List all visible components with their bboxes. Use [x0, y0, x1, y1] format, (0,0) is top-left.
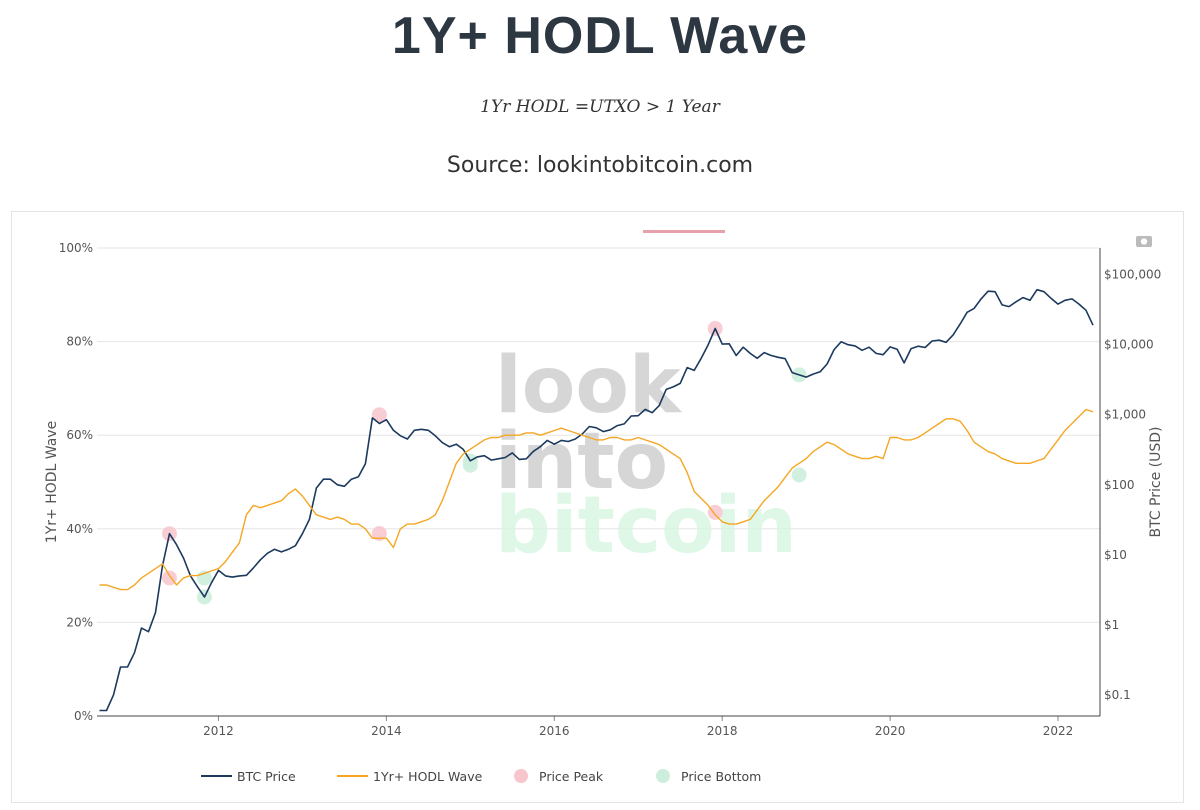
legend-item-label[interactable]: BTC Price — [237, 769, 296, 784]
x-tick-label: 2012 — [203, 724, 234, 738]
legend-item-label[interactable]: Price Peak — [539, 769, 604, 784]
source-caption: Source: lookintobitcoin.com — [446, 153, 754, 178]
legend-item-label[interactable]: Price Bottom — [681, 769, 761, 784]
hodl-wave-line — [99, 408, 1094, 591]
x-tick-label: 2014 — [371, 724, 402, 738]
camera-lens-icon[interactable] — [1140, 238, 1148, 245]
y-right-tick-label: $1 — [1104, 618, 1119, 632]
x-tick-label: 2020 — [875, 724, 906, 738]
legend-item-label[interactable]: 1Yr+ HODL Wave — [373, 769, 483, 784]
watermark-line1: look — [495, 341, 683, 431]
y-right-tick-label: $100,000 — [1104, 268, 1161, 282]
page-title: 1Y+ HODL Wave — [391, 7, 809, 65]
legend-swatch[interactable] — [656, 769, 670, 783]
price-peak-marker — [371, 525, 387, 541]
formula-subtitle: 1Yr HODL =UTXO > 1 Year — [480, 97, 720, 117]
y-left-tick-label: 80% — [66, 335, 93, 349]
accent-bar — [643, 230, 725, 233]
y-left-tick-label: 20% — [66, 615, 93, 629]
watermark-line2: into — [495, 417, 668, 507]
hodl-wave-chart: 0% 20% 40% 60% 80% 100% $0.1 $1 $10 $100 $1,000 $10… — [44, 230, 1164, 784]
y-right-tick-label: $1,000 — [1104, 408, 1146, 422]
x-tick-label: 2016 — [539, 724, 570, 738]
btc-price-line — [99, 288, 1094, 712]
x-tick-label: 2022 — [1043, 724, 1074, 738]
y-right-axis-title: BTC Price (USD) — [1148, 426, 1164, 537]
y-left-tick-label: 60% — [66, 428, 93, 442]
y-left-tick-label: 0% — [74, 709, 93, 723]
chart-container: 0% 20% 40% 60% 80% 100% $0.1 $1 $10 $100 $1,000 $10… — [11, 211, 1184, 803]
x-tick-label: 2018 — [707, 724, 738, 738]
watermark-line3: bitcoin — [495, 481, 797, 571]
y-right-tick-label: $0.1 — [1104, 688, 1131, 702]
y-right-tick-label: $100 — [1104, 478, 1135, 492]
y-left-axis-title: 1Yr+ HODL Wave — [44, 421, 60, 543]
price-bottom-marker — [791, 467, 807, 483]
y-left-tick-label: 100% — [59, 241, 93, 255]
y-right-tick-label: $10 — [1104, 548, 1127, 562]
y-right-tick-label: $10,000 — [1104, 338, 1154, 352]
price-peak-marker — [371, 407, 387, 423]
legend-swatch[interactable] — [514, 769, 528, 783]
y-left-tick-label: 40% — [66, 522, 93, 536]
